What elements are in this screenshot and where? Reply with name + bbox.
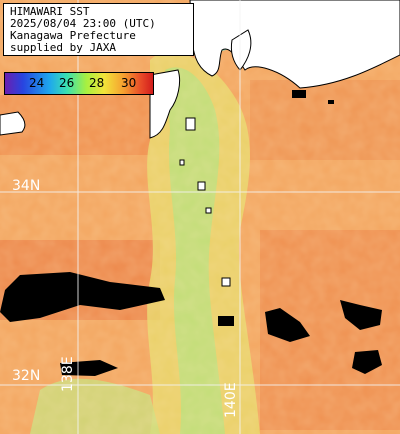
- land-izu-peninsula: [149, 69, 181, 139]
- island-kozushima: [205, 207, 212, 214]
- legend-tick-30: 30: [121, 76, 137, 90]
- timestamp: 2025/08/04 23:00 (UTC): [10, 17, 156, 30]
- island-oshima: [185, 117, 196, 131]
- cloud-mask: [0, 90, 382, 376]
- legend-tick-24: 24: [29, 76, 45, 90]
- region-label: Kanagawa Prefecture: [10, 29, 136, 42]
- product-title: HIMAWARI SST: [10, 5, 90, 18]
- lat-label-32n: 32N: [12, 368, 41, 384]
- legend-tick-26: 26: [59, 76, 75, 90]
- island-niijima: [179, 159, 185, 166]
- info-box: HIMAWARI SST 2025/08/04 23:00 (UTC) Kana…: [3, 3, 194, 56]
- lon-label-140e: 140E: [223, 382, 239, 418]
- source-credit: supplied by JAXA: [10, 41, 116, 54]
- island-miyakejima: [221, 277, 231, 287]
- island-toshima: [197, 181, 206, 191]
- lat-label-34n: 34N: [12, 178, 41, 194]
- legend-tick-28: 28: [89, 76, 105, 90]
- color-scale-legend: 24 26 28 30: [4, 72, 154, 95]
- land-west-coast: [0, 111, 26, 136]
- lon-label-138e: 138E: [60, 356, 76, 392]
